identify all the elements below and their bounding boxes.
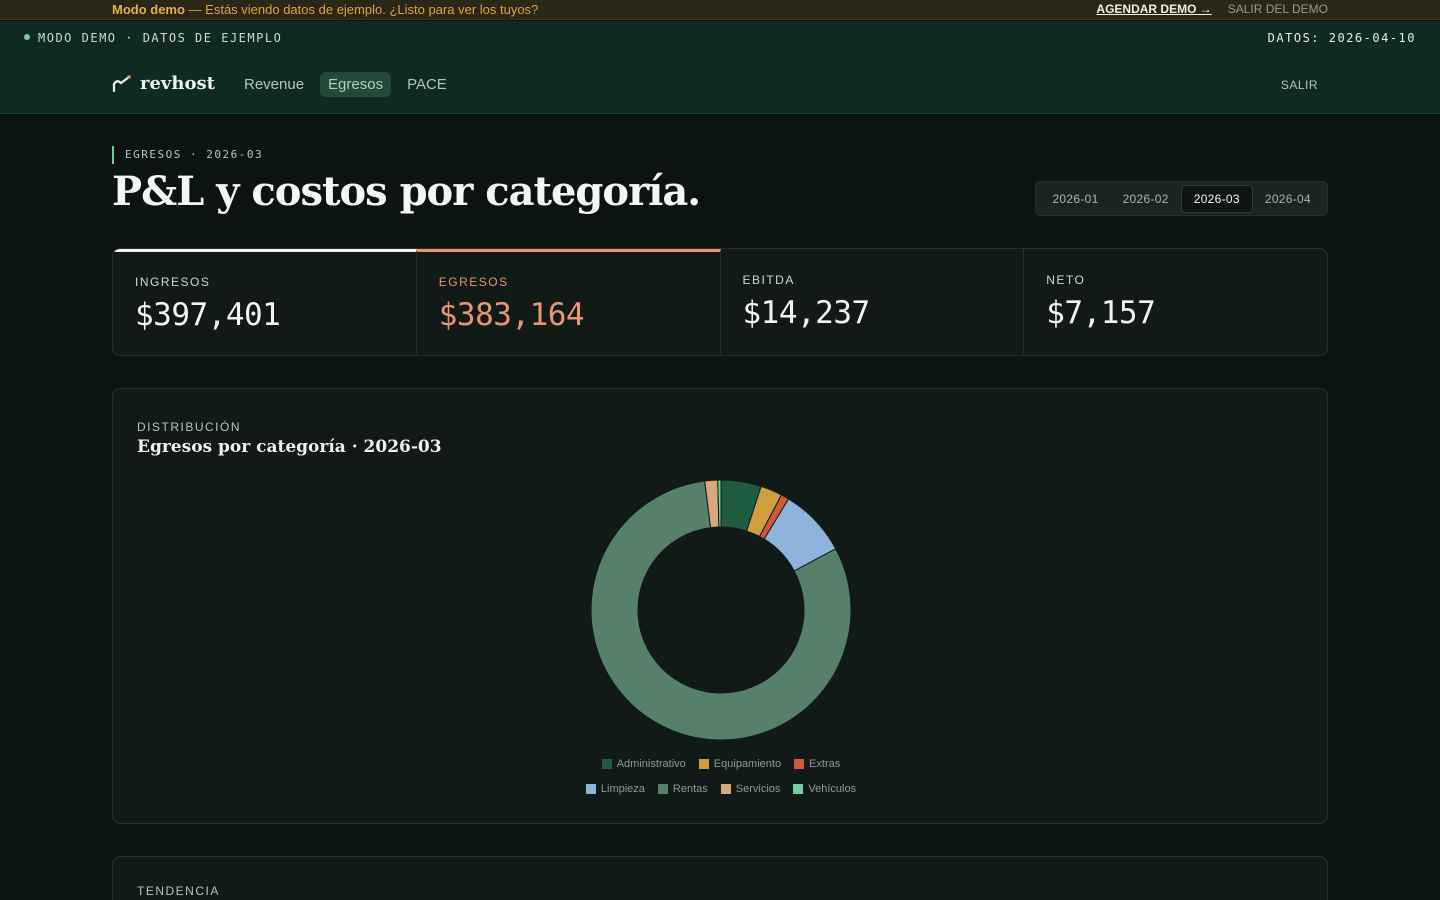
kpi-value: $7,157 (1046, 295, 1156, 331)
legend-swatch (698, 758, 709, 769)
kpi-egresos: EGRESOS $383,164 (416, 249, 721, 355)
brand-logo[interactable]: revhost (112, 73, 215, 94)
kpi-label: EBITDA (742, 273, 795, 287)
legend-swatch (793, 783, 804, 794)
legend-label: Equipamiento (713, 757, 782, 770)
data-date: DATOS: 2026-04-10 (1267, 31, 1416, 45)
legend-label: Vehículos (808, 782, 857, 795)
tab-pace[interactable]: PACE (407, 76, 447, 93)
demo-mode-indicator: MODO DEMO · DATOS DE EJEMPLO (24, 31, 282, 45)
tab-egresos[interactable]: Egresos (320, 72, 392, 97)
legend-item[interactable]: Rentas (657, 782, 708, 795)
legend-item[interactable]: Limpieza (585, 782, 645, 795)
legend-label: Extras (809, 757, 841, 770)
legend-label: Servicios (735, 782, 781, 795)
tab-revenue[interactable]: Revenue (244, 76, 305, 93)
main-nav: Revenue Egresos PACE (236, 72, 455, 97)
month-option-2026-04[interactable]: 2026-04 (1264, 191, 1311, 206)
card-eyebrow: TENDENCIA (137, 884, 220, 898)
legend-swatch (601, 758, 612, 769)
kpi-value: $14,237 (742, 295, 871, 331)
kpi-neto: NETO $7,157 (1024, 249, 1327, 355)
month-option-2026-02[interactable]: 2026-02 (1122, 191, 1169, 206)
legend-item[interactable]: Equipamiento (698, 757, 782, 770)
legend-item[interactable]: Extras (794, 758, 840, 770)
brand-name: revhost (140, 73, 215, 94)
donut-chart (590, 479, 852, 741)
legend-item[interactable]: Vehículos (793, 783, 856, 795)
legend-item[interactable]: Servicios (720, 782, 781, 795)
demo-mode-label: MODO DEMO · DATOS DE EJEMPLO (38, 31, 283, 45)
legend-label: Limpieza (600, 782, 645, 795)
kpi-strip: INGRESOS $397,401 EGRESOS $383,164 EBITD… (112, 248, 1328, 356)
logout-button[interactable]: SALIR (1280, 78, 1318, 92)
legend-swatch (794, 758, 805, 769)
kpi-ingresos: INGRESOS $397,401 (113, 249, 417, 355)
kpi-value: $397,401 (135, 297, 281, 333)
card-title: Egresos por categoría · 2026-03 (137, 437, 442, 457)
page-title: P&L y costos por categoría. (112, 168, 701, 215)
legend-label: Administrativo (616, 757, 686, 770)
card-eyebrow: DISTRIBUCIÓN (137, 420, 242, 434)
trend-card: TENDENCIA (112, 856, 1328, 900)
donut-slice-vehículos[interactable] (717, 479, 722, 528)
month-option-2026-01[interactable]: 2026-01 (1052, 191, 1099, 206)
book-demo-link[interactable]: AGENDAR DEMO → (1096, 2, 1212, 16)
breadcrumb: EGRESOS · 2026-03 (112, 146, 263, 164)
legend-row: Limpieza Rentas Servicios Vehículos (113, 776, 1329, 801)
demo-banner: Modo demo — Estás viendo datos de ejempl… (0, 0, 1440, 20)
kpi-label: INGRESOS (135, 275, 211, 289)
exit-demo-link[interactable]: SALIR DEL DEMO (1227, 2, 1328, 16)
status-dot-icon (24, 34, 30, 40)
month-option-2026-03[interactable]: 2026-03 (1180, 184, 1253, 213)
month-picker: 2026-01 2026-02 2026-03 2026-04 (1035, 181, 1328, 216)
kpi-label: NETO (1046, 273, 1086, 287)
legend-item[interactable]: Administrativo (601, 757, 686, 770)
header: MODO DEMO · DATOS DE EJEMPLO DATOS: 2026… (0, 21, 1440, 114)
demo-text: — Estás viendo datos de ejemplo. ¿Listo … (184, 2, 539, 17)
kpi-value: $383,164 (438, 297, 585, 333)
legend-swatch (657, 783, 668, 794)
legend-row: Administrativo Equipamiento Extras (113, 751, 1329, 776)
demo-message: Modo demo — Estás viendo datos de ejempl… (112, 0, 538, 19)
legend-swatch (720, 783, 731, 794)
donut-slice-rentas[interactable] (590, 480, 852, 741)
legend-swatch (585, 783, 596, 794)
demo-title: Modo demo (112, 2, 185, 17)
chart-trend-icon (112, 74, 131, 92)
kpi-ebitda: EBITDA $14,237 (721, 249, 1025, 355)
chart-legend: Administrativo Equipamiento Extras Limpiez… (113, 751, 1329, 801)
distribution-card: DISTRIBUCIÓN Egresos por categoría · 202… (112, 388, 1328, 824)
legend-label: Rentas (672, 782, 708, 795)
kpi-label: EGRESOS (438, 275, 509, 289)
